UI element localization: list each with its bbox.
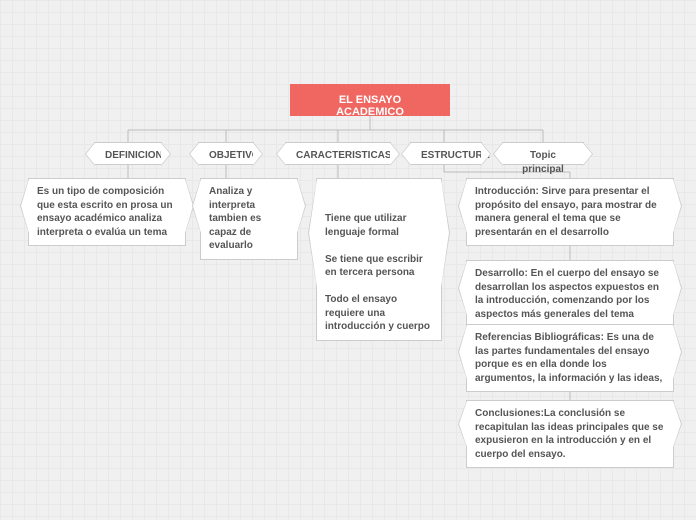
detail-objetivo: Analiza y interpreta tambien es capaz de…: [200, 178, 298, 260]
detail-text: Desarrollo: En el cuerpo del ensayo se d…: [475, 268, 659, 320]
cat-caracteristicas: CARACTERISTICAS: [285, 142, 391, 165]
detail-estructura-conclusiones: Conclusiones:La conclusión se recapitula…: [466, 400, 674, 468]
cat-label: DEFINICION: [105, 150, 163, 161]
root-node: EL ENSAYO ACADEMICO: [290, 84, 450, 116]
detail-estructura-intro: Introducción: Sirve para presentar el pr…: [466, 178, 674, 246]
cat-topic: Topic principal: [502, 142, 584, 165]
detail-definicion: Es un tipo de composición que esta escri…: [28, 178, 186, 246]
cat-objetivo: OBJETIVO: [198, 142, 254, 165]
cat-label: ESTRUCTURA: [421, 150, 490, 161]
cat-label: Topic principal: [522, 150, 564, 175]
detail-text: Conclusiones:La conclusión se recapitula…: [475, 408, 663, 460]
cat-estructura: ESTRUCTURA: [410, 142, 482, 165]
detail-caracteristicas: Tiene que utilizar lenguaje formal Se ti…: [316, 178, 442, 341]
detail-estructura-referencias: Referencias Bibliográficas: Es una de la…: [466, 324, 674, 392]
cat-label: CARACTERISTICAS: [296, 150, 392, 161]
detail-text: Es un tipo de composición que esta escri…: [37, 186, 173, 238]
cat-definicion: DEFINICION: [94, 142, 162, 165]
detail-text: Tiene que utilizar lenguaje formal Se ti…: [325, 213, 430, 332]
detail-text: Referencias Bibliográficas: Es una de la…: [475, 332, 662, 384]
detail-estructura-desarrollo: Desarrollo: En el cuerpo del ensayo se d…: [466, 260, 674, 328]
detail-text: Introducción: Sirve para presentar el pr…: [475, 186, 657, 238]
detail-text: Analiza y interpreta tambien es capaz de…: [209, 186, 261, 251]
cat-label: OBJETIVO: [209, 150, 260, 161]
root-label: EL ENSAYO ACADEMICO: [336, 94, 404, 118]
